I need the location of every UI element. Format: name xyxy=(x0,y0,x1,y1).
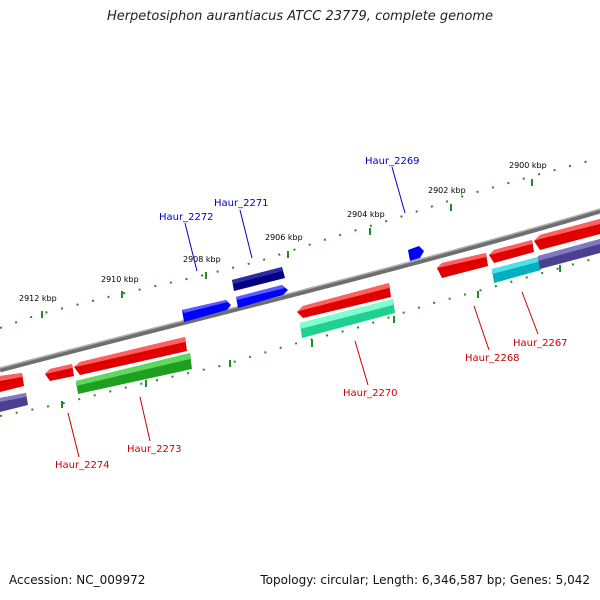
map-title: Herpetosiphon aurantiacus ATCC 23779, co… xyxy=(106,9,494,24)
gene-purple-right[interactable] xyxy=(538,239,600,269)
scale-label: 2906 kbp xyxy=(265,233,303,242)
gene-label-haur-2269[interactable]: Haur_2269 xyxy=(365,156,420,167)
major-ticks xyxy=(41,179,561,408)
gene-label-haur-2271[interactable]: Haur_2271 xyxy=(214,198,269,209)
scale-label: 2912 kbp xyxy=(19,294,57,303)
gene-haur-2267-red[interactable] xyxy=(489,219,600,263)
gene-haur-2271[interactable] xyxy=(232,267,288,308)
accession-text: Accession: NC_009972 xyxy=(9,573,146,587)
gene-haur-2273[interactable] xyxy=(76,353,192,394)
gene-haur-2274[interactable] xyxy=(45,364,74,381)
scale-label: 2904 kbp xyxy=(347,210,385,219)
gene-haur-2272[interactable] xyxy=(182,300,231,322)
gene-haur-2270-red[interactable] xyxy=(297,283,391,318)
gene-label-haur-2267[interactable]: Haur_2267 xyxy=(513,338,568,349)
genome-backbone xyxy=(0,208,600,373)
gene-label-haur-2268[interactable]: Haur_2268 xyxy=(465,353,520,364)
label-connectors xyxy=(67,166,539,458)
upper-guide-track xyxy=(0,157,600,329)
lower-guide-track xyxy=(0,256,600,417)
gene-haur-2274-a[interactable] xyxy=(0,373,24,392)
scale-label: 2902 kbp xyxy=(428,186,466,195)
scale-label: 2900 kbp xyxy=(509,161,547,170)
gene-haur-2273-red[interactable] xyxy=(74,337,187,375)
gene-haur-2267-teal[interactable] xyxy=(492,257,541,283)
genome-summary-text: Topology: circular; Length: 6,346,587 bp… xyxy=(260,573,590,587)
gene-label-haur-2272[interactable]: Haur_2272 xyxy=(159,212,214,223)
gene-haur-2269[interactable] xyxy=(408,246,424,261)
scale-label: 2910 kbp xyxy=(101,275,139,284)
gene-haur-2270[interactable] xyxy=(300,299,395,338)
scale-label: 2908 kbp xyxy=(183,255,221,264)
gene-label-haur-2270[interactable]: Haur_2270 xyxy=(343,388,398,399)
gene-label-haur-2273[interactable]: Haur_2273 xyxy=(127,444,182,455)
gene-label-haur-2274[interactable]: Haur_2274 xyxy=(55,460,110,471)
gene-purple-left[interactable] xyxy=(0,393,28,412)
gene-haur-2268[interactable] xyxy=(437,253,488,278)
